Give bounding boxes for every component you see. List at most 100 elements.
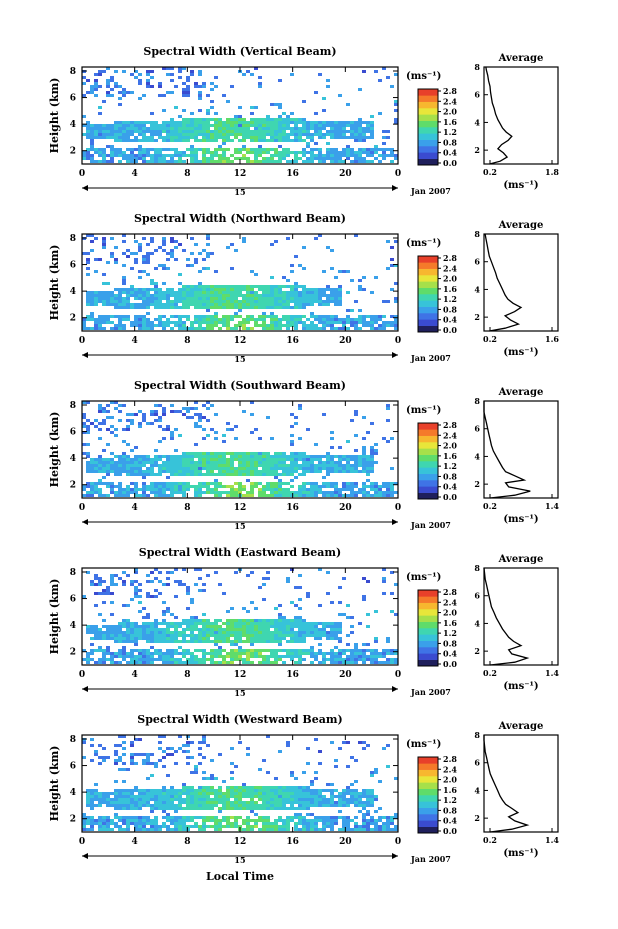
heatmap-cell: [366, 154, 370, 157]
heatmap-cell: [174, 464, 178, 467]
heatmap-cell: [174, 822, 178, 825]
heatmap-cells: [82, 401, 398, 497]
heatmap-cell: [254, 151, 258, 154]
heatmap-cell: [90, 294, 94, 297]
y-axis-label: Height (km): [48, 579, 61, 655]
heatmap-cell: [350, 419, 354, 422]
heatmap-cell: [102, 816, 106, 819]
heatmap-cell: [226, 819, 230, 822]
heatmap-cell: [370, 658, 374, 661]
heatmap-cell: [254, 303, 258, 306]
heatmap-cell: [218, 130, 222, 133]
heatmap-cell: [378, 494, 382, 497]
heatmap-cell: [146, 485, 150, 488]
heatmap-cell: [330, 655, 334, 658]
heatmap-cell: [230, 786, 234, 789]
heatmap-cell: [386, 661, 390, 664]
heatmap-cell: [174, 625, 178, 628]
heatmap-cell: [270, 649, 274, 652]
heatmap-cell: [98, 661, 102, 664]
heatmap-cell: [238, 816, 242, 819]
heatmap-cell: [134, 139, 138, 142]
heatmap-cell: [262, 583, 266, 586]
heatmap-cell: [134, 76, 138, 79]
heatmap-cell: [190, 598, 194, 601]
heatmap-cell: [346, 291, 350, 294]
heatmap-cell: [234, 327, 238, 330]
heatmap-cell: [330, 652, 334, 655]
heatmap-cell: [110, 804, 114, 807]
heatmap-cell: [310, 661, 314, 664]
heatmap-cell: [290, 461, 294, 464]
heatmap-cell: [106, 82, 110, 85]
heatmap-cell: [198, 297, 202, 300]
heatmap-cell: [214, 300, 218, 303]
heatmap-cell: [114, 306, 118, 309]
heatmap-cell: [162, 792, 166, 795]
colorbar-segment: [418, 647, 438, 654]
heatmap-cell: [142, 795, 146, 798]
heatmap-cell: [206, 819, 210, 822]
heatmap-cell: [358, 470, 362, 473]
heatmap-cell: [162, 306, 166, 309]
heatmap-cell: [130, 741, 134, 744]
heatmap-cell: [238, 106, 242, 109]
heatmap-cell: [234, 151, 238, 154]
heatmap-cell: [306, 124, 310, 127]
heatmap-cell: [242, 631, 246, 634]
heatmap-cell: [314, 154, 318, 157]
heatmap-cell: [342, 658, 346, 661]
heatmap-cell: [150, 822, 154, 825]
heatmap-cell: [310, 485, 314, 488]
heatmap-cell: [358, 157, 362, 160]
heatmap-cell: [98, 294, 102, 297]
heatmap-cell: [154, 568, 158, 571]
heatmap-cell: [278, 297, 282, 300]
heatmap-cell: [286, 577, 290, 580]
x-tick-label: 0: [395, 503, 401, 513]
heatmap-cell: [158, 482, 162, 485]
heatmap-cell: [86, 464, 90, 467]
heatmap-cell: [298, 789, 302, 792]
heatmap-cell: [282, 622, 286, 625]
heatmap-cell: [246, 318, 250, 321]
heatmap-cell: [226, 124, 230, 127]
heatmap-cell: [146, 261, 150, 264]
heatmap-cell: [102, 822, 106, 825]
heatmap-cell: [98, 73, 102, 76]
heatmap-cell: [254, 464, 258, 467]
heatmap-cell: [342, 127, 346, 130]
heatmap-cell: [366, 467, 370, 470]
heatmap-cell: [374, 488, 378, 491]
heatmap-cell: [386, 407, 390, 410]
heatmap-cell: [314, 291, 318, 294]
heatmap-cell: [142, 416, 146, 419]
heatmap-cell: [170, 458, 174, 461]
heatmap-cell: [106, 443, 110, 446]
heatmap-cell: [274, 485, 278, 488]
heatmap-cell: [106, 792, 110, 795]
heatmap-cell: [230, 300, 234, 303]
heatmap-cell: [166, 470, 170, 473]
heatmap-cell: [98, 315, 102, 318]
heatmap-cell: [370, 652, 374, 655]
heatmap-cell: [166, 774, 170, 777]
heatmap-cell: [150, 130, 154, 133]
heatmap-cell: [386, 240, 390, 243]
heatmap-cell: [370, 324, 374, 327]
heatmap-cell: [166, 467, 170, 470]
heatmap-cell: [142, 270, 146, 273]
heatmap-cell: [154, 419, 158, 422]
heatmap-cell: [158, 571, 162, 574]
heatmap-cell: [334, 470, 338, 473]
heatmap-cell: [294, 825, 298, 828]
heatmap-cell: [322, 634, 326, 637]
heatmap-cell: [102, 237, 106, 240]
heatmap-cell: [298, 804, 302, 807]
heatmap-cell: [226, 422, 230, 425]
heatmap-cell: [130, 756, 134, 759]
heatmap-cell: [346, 124, 350, 127]
heatmap-cell: [278, 458, 282, 461]
heatmap-cell: [162, 488, 166, 491]
heatmap-cell: [206, 619, 210, 622]
